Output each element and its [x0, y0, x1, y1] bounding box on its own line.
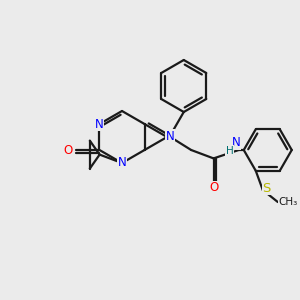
- Text: N: N: [95, 118, 104, 130]
- Text: H: H: [226, 146, 234, 156]
- Text: S: S: [262, 182, 271, 194]
- Text: N: N: [118, 155, 126, 169]
- Text: O: O: [209, 181, 218, 194]
- Text: CH₃: CH₃: [278, 197, 297, 207]
- Text: N: N: [165, 130, 174, 142]
- Text: O: O: [63, 143, 72, 157]
- Text: N: N: [231, 136, 240, 149]
